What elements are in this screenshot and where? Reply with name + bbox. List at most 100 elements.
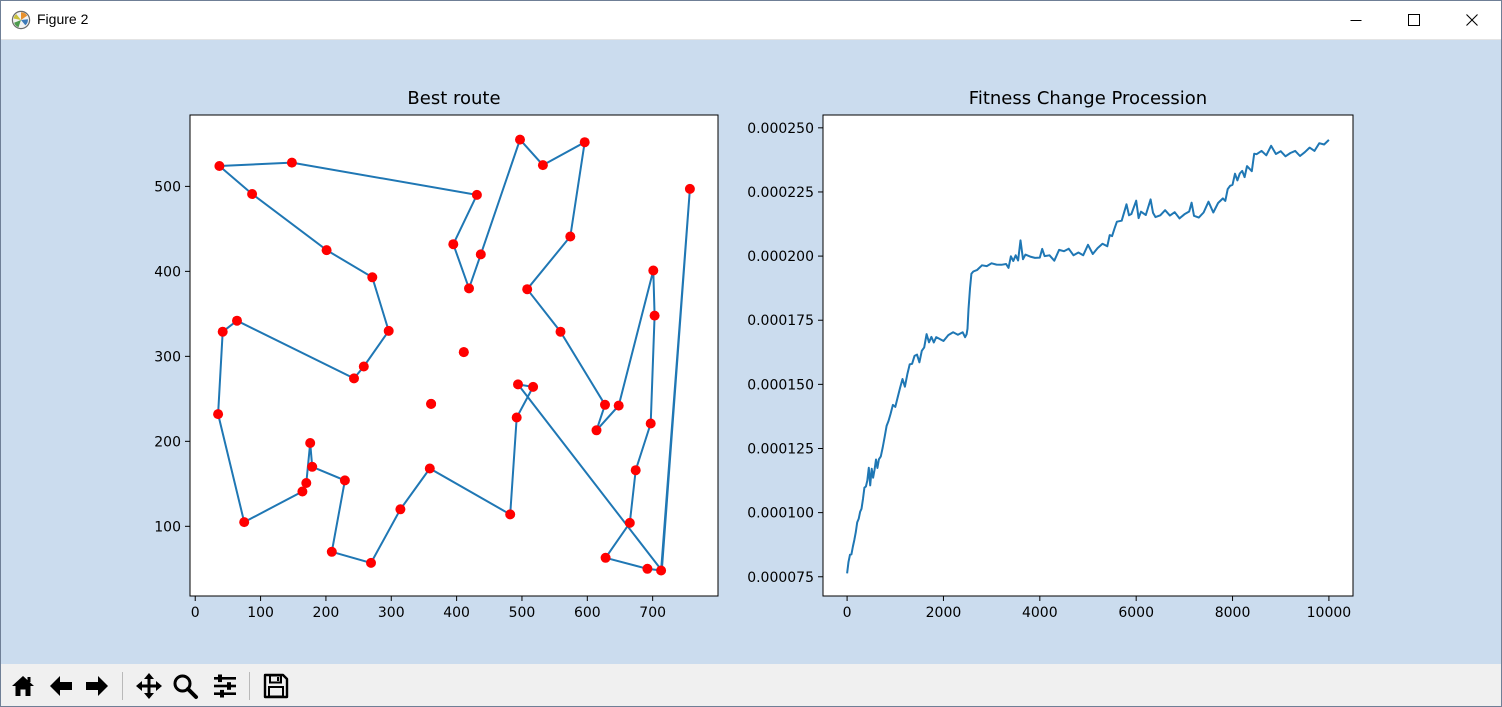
city-marker [630, 465, 641, 476]
city-marker [239, 517, 250, 528]
city-marker [649, 310, 660, 321]
forward-button[interactable] [81, 670, 113, 702]
city-marker [367, 272, 378, 283]
close-button[interactable] [1443, 1, 1501, 39]
city-marker [301, 478, 312, 488]
fitness-y-ticks: 0.000075 0.000100 0.000125 0.000150 0.000175… [747, 121, 823, 586]
zoom-icon [173, 674, 198, 699]
best-route-x-tick-label: 200 [313, 605, 340, 621]
close-icon [1466, 14, 1478, 26]
city-marker [656, 565, 667, 576]
home-icon [12, 676, 34, 696]
city-marker [247, 189, 258, 199]
city-marker [600, 552, 611, 563]
best-route-axes: Best route 0 100 200 300 400 500 600 700 100 200… [154, 88, 719, 621]
fitness-y-tick-label: 0.000250 [747, 121, 814, 137]
city-marker [297, 486, 308, 497]
pan-icon [136, 673, 162, 699]
fitness-axes: Fitness Change Procession 0 2000 4000 6000 8… [747, 88, 1354, 621]
city-marker [383, 325, 394, 336]
city-marker [339, 475, 350, 486]
city-marker [326, 546, 337, 557]
city-marker [286, 157, 297, 168]
best-route-x-tick-label: 300 [378, 605, 405, 621]
city-marker [600, 399, 610, 410]
toolbar-separator [249, 672, 250, 700]
city-marker [645, 418, 656, 429]
city-marker [505, 509, 516, 520]
city-marker [349, 373, 359, 384]
best-route-x-tick-label: 600 [574, 605, 601, 621]
pan-button[interactable] [133, 670, 165, 702]
city-marker [214, 161, 225, 171]
city-markers [213, 134, 695, 576]
city-marker [464, 283, 474, 294]
city-marker [307, 461, 318, 472]
fitness-x-tick-label: 6000 [1118, 605, 1154, 621]
fitness-y-tick-label: 0.000125 [747, 441, 814, 457]
fitness-x-tick-label: 10000 [1307, 605, 1352, 621]
configure-subplots-icon [214, 674, 236, 698]
city-marker [515, 134, 525, 145]
best-route-plot-area [189, 114, 719, 597]
city-marker [591, 425, 602, 436]
city-marker [511, 412, 522, 423]
city-marker [624, 517, 635, 528]
matplotlib-logo-icon [11, 10, 31, 30]
best-route-x-tick-label: 700 [639, 605, 666, 621]
city-marker [513, 379, 523, 390]
best-route-y-ticks: 100 200 300 400 500 [154, 179, 190, 535]
city-marker [358, 361, 369, 372]
configure-subplots-button[interactable] [209, 670, 241, 702]
back-arrow-icon [50, 676, 72, 696]
fitness-x-tick-label: 0 [843, 605, 852, 621]
fitness-x-tick-label: 2000 [926, 605, 962, 621]
figure-svg: Best route 0 100 200 300 400 500 600 700 100 200… [154, 88, 1354, 621]
best-route-x-tick-label: 500 [509, 605, 536, 621]
city-marker [305, 438, 316, 448]
best-route-y-tick-label: 100 [154, 519, 181, 535]
maximize-button[interactable] [1385, 1, 1443, 39]
best-route-y-tick-label: 400 [154, 264, 181, 280]
best-route-title: Best route [407, 88, 500, 109]
minimize-icon [1350, 20, 1362, 21]
fitness-y-tick-label: 0.000200 [747, 249, 814, 265]
best-route-x-tick-label: 400 [443, 605, 470, 621]
city-marker [448, 239, 459, 250]
city-marker [613, 400, 624, 411]
fitness-y-tick-label: 0.000175 [747, 313, 814, 329]
fitness-plot-area [822, 114, 1354, 597]
fitness-x-ticks: 0 2000 4000 6000 8000 10000 [843, 596, 1352, 621]
fitness-y-tick-label: 0.000075 [747, 570, 814, 586]
city-marker [232, 315, 242, 326]
city-marker [555, 326, 566, 337]
best-route-x-tick-label: 0 [191, 605, 200, 621]
city-marker [475, 249, 486, 260]
city-marker [528, 381, 539, 392]
figure-canvas[interactable]: Best route 0 100 200 300 400 500 600 700 100 200… [1, 40, 1501, 664]
city-marker [395, 504, 406, 515]
city-marker [217, 326, 228, 337]
city-marker [642, 563, 653, 574]
fitness-line [846, 139, 1330, 574]
save-icon [263, 673, 289, 699]
best-route-y-tick-label: 300 [154, 349, 181, 365]
navigation-toolbar [1, 664, 1501, 706]
fitness-y-tick-label: 0.000150 [747, 377, 814, 393]
window-title: Figure 2 [37, 11, 89, 27]
fitness-y-tick-label: 0.000100 [747, 506, 814, 522]
home-button[interactable] [7, 670, 39, 702]
city-marker [579, 137, 590, 148]
minimize-button[interactable] [1327, 1, 1385, 39]
save-button[interactable] [260, 670, 292, 702]
title-bar: Figure 2 [1, 1, 1501, 40]
city-marker [565, 231, 576, 242]
toolbar-separator [122, 672, 123, 700]
fitness-y-tick-label: 0.000225 [747, 185, 814, 201]
zoom-button[interactable] [169, 670, 201, 702]
city-marker [537, 160, 548, 171]
back-button[interactable] [45, 670, 77, 702]
best-route-x-tick-label: 100 [247, 605, 274, 621]
fitness-x-tick-label: 8000 [1215, 605, 1251, 621]
